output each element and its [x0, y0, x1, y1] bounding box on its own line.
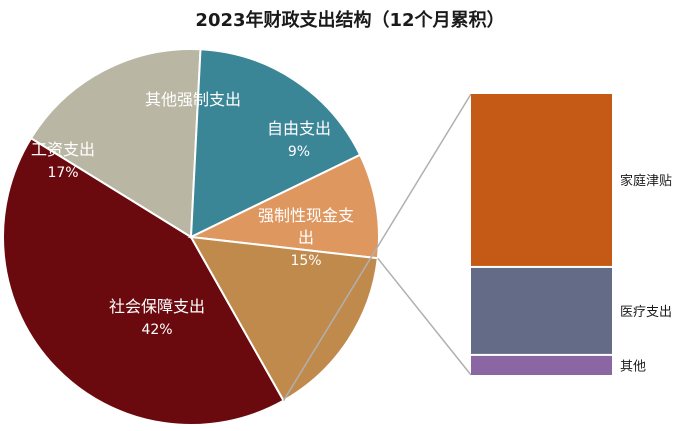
pie-slice-1: [29, 48, 202, 239]
pie-label-slice-0: 社会保障支出: [109, 297, 205, 316]
pie-slice-3: [187, 153, 381, 260]
bar-segment-2: [471, 267, 612, 354]
bar-segment-label-3: 其他: [620, 359, 646, 374]
pie-value-slice-3: 9%: [288, 144, 310, 160]
connector-lines: [282, 93, 472, 402]
pie-label-slice-4-line2: 出: [298, 228, 314, 247]
connector-line-bottom: [377, 257, 472, 376]
pie-value-slice-4: 15%: [290, 253, 321, 269]
chart-title: 2023年财政支出结构（12个月累积）: [195, 10, 505, 31]
pie-label-slice-3: 自由支出: [267, 119, 331, 138]
bar-segment-label-1: 家庭津贴: [620, 173, 672, 189]
bar-segment-label-2: 医疗支出: [620, 305, 672, 320]
pie-value-slice-0: 42%: [141, 322, 172, 338]
pie-label-slice-4-line1: 强制性现金支: [258, 206, 354, 225]
pie-slice-2: [189, 48, 362, 239]
bar-segment-3: [471, 355, 612, 375]
pie-label-slice-2: 其他强制支出: [145, 90, 241, 109]
bar-segment-1: [471, 94, 612, 266]
pie-slice-4: [189, 235, 379, 402]
pie-value-slice-1: 17%: [47, 165, 78, 181]
pie-slice-0: [2, 136, 285, 426]
pie-label-slice-1: 工资支出: [31, 140, 95, 159]
connector-line-top: [282, 93, 472, 402]
